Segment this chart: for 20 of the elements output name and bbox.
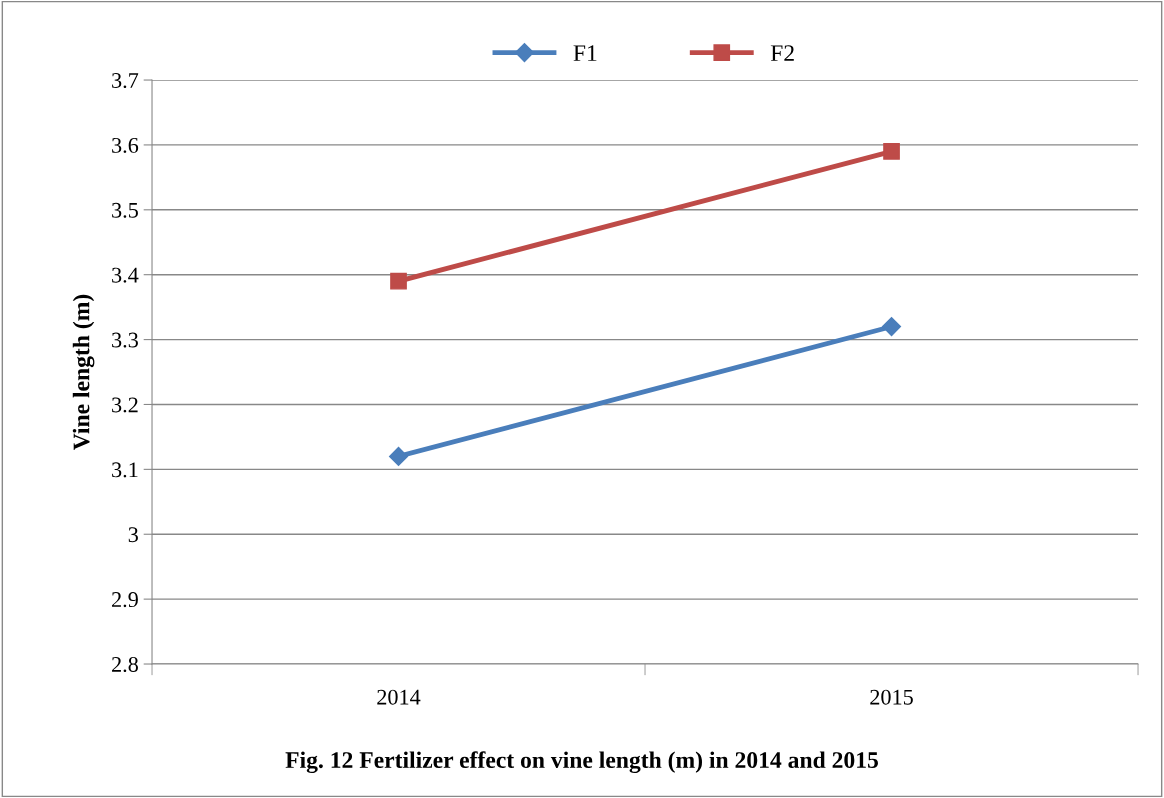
legend-label: F2 <box>770 45 794 61</box>
point <box>883 143 900 160</box>
y-tick-label: 3.4 <box>112 267 139 283</box>
x-tick-label: 2014 <box>377 689 421 705</box>
legend-label: F1 <box>573 45 597 61</box>
point <box>390 272 407 290</box>
y-tick-label: 3 <box>128 527 138 543</box>
y-tick-label: 3.3 <box>112 332 138 348</box>
text: Fig. 12 Fertilizer effect on vine length (m) in 2014 and 2015 <box>285 751 878 774</box>
point <box>882 317 902 337</box>
y-tick-label: 3.2 <box>112 397 138 413</box>
y-tick-label: 2.9 <box>112 592 138 608</box>
point <box>388 446 409 466</box>
y-tick-label: 3.6 <box>112 137 139 153</box>
x-tick-label: 2015 <box>870 689 913 705</box>
y-tick-label: 3.5 <box>112 202 138 218</box>
y-axis-title: Vine length (m) <box>72 294 95 451</box>
y-tick-label: 3.7 <box>112 73 139 89</box>
y-tick-label: 3.1 <box>112 462 138 478</box>
y-tick-label: 2.8 <box>112 656 138 673</box>
